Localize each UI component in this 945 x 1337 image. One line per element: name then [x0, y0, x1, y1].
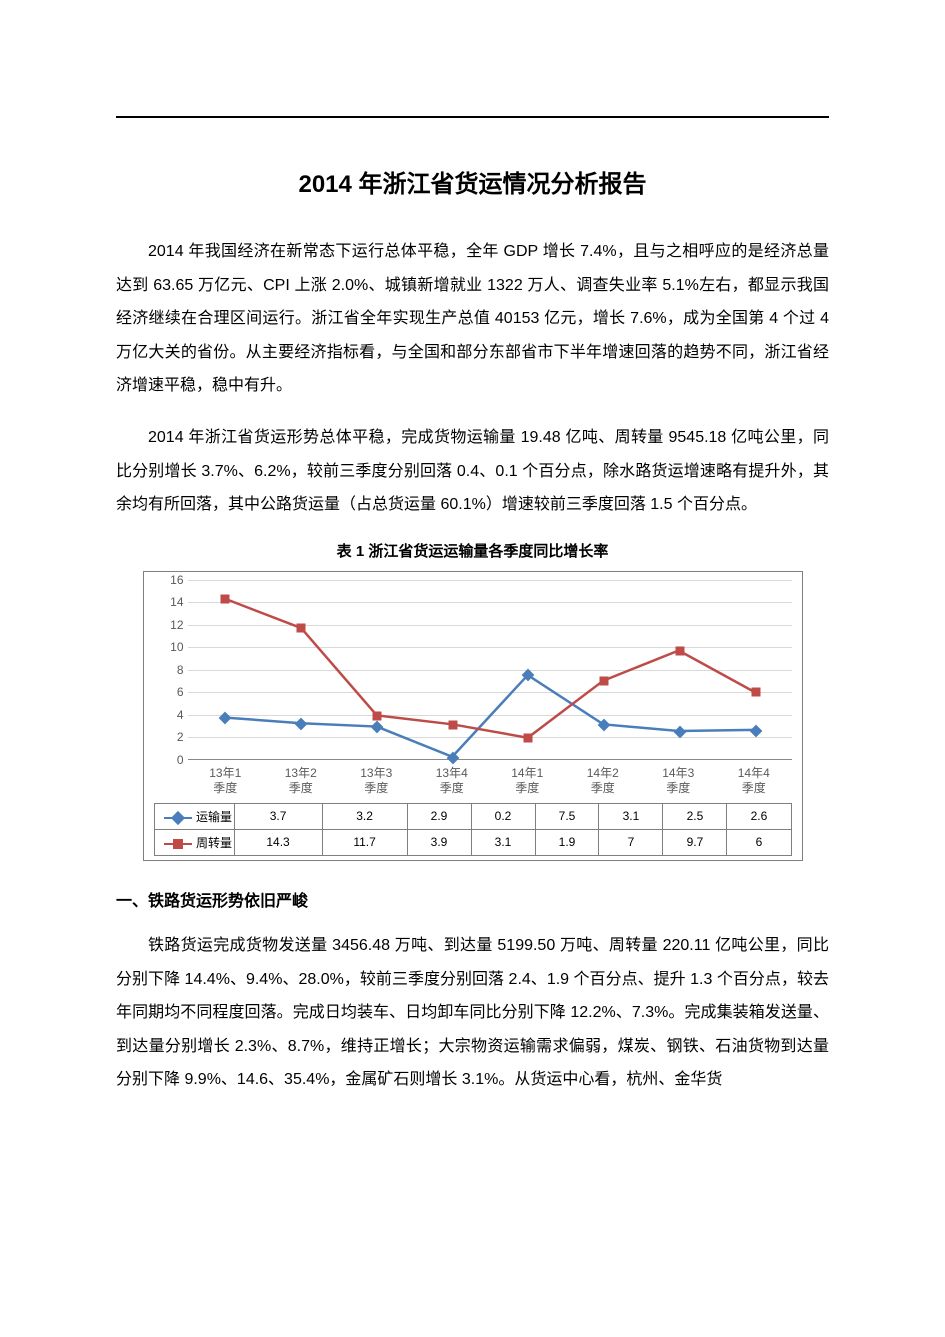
data-marker — [600, 677, 609, 686]
legend-value-cell: 7 — [599, 829, 663, 855]
legend-value-cell: 9.7 — [663, 829, 727, 855]
legend-value-cell: 3.7 — [234, 803, 322, 829]
y-tick-label: 16 — [170, 573, 183, 587]
legend-row: 周转量14.311.73.93.11.979.76 — [154, 829, 791, 855]
chart-lines-svg — [188, 580, 792, 759]
legend-value-cell: 2.6 — [727, 803, 791, 829]
chart-caption: 表 1 浙江省货运运输量各季度同比增长率 — [116, 540, 829, 561]
legend-value-cell: 3.2 — [322, 803, 407, 829]
x-tick-label: 14年4季度 — [716, 766, 792, 797]
legend-value-cell: 2.9 — [407, 803, 471, 829]
legend-value-cell: 3.9 — [407, 829, 471, 855]
legend-value-cell: 14.3 — [234, 829, 322, 855]
x-tick-label: 14年2季度 — [565, 766, 641, 797]
data-marker — [751, 688, 760, 697]
x-tick-label: 13年2季度 — [263, 766, 339, 797]
y-tick-label: 2 — [177, 730, 184, 744]
x-tick-label: 13年4季度 — [414, 766, 490, 797]
data-marker — [297, 624, 306, 633]
plot-area: 0246810121416 — [154, 580, 792, 760]
x-tick-label: 13年3季度 — [339, 766, 415, 797]
x-tick-label: 14年3季度 — [641, 766, 717, 797]
y-tick-label: 14 — [170, 595, 183, 609]
chart-legend-table: 运输量3.73.22.90.27.53.12.52.6周转量14.311.73.… — [154, 803, 792, 856]
legend-row: 运输量3.73.22.90.27.53.12.52.6 — [154, 803, 791, 829]
x-tick-label: 13年1季度 — [188, 766, 264, 797]
y-tick-label: 0 — [177, 753, 184, 767]
y-tick-label: 6 — [177, 685, 184, 699]
legend-value-cell: 6 — [727, 829, 791, 855]
data-marker — [524, 734, 533, 743]
legend-series-label: 周转量 — [154, 829, 234, 855]
y-tick-label: 12 — [170, 618, 183, 632]
paragraph-1: 2014 年我国经济在新常态下运行总体平稳，全年 GDP 增长 7.4%，且与之… — [116, 235, 829, 403]
data-marker — [221, 594, 230, 603]
legend-value-cell: 0.2 — [471, 803, 535, 829]
y-tick-label: 10 — [170, 640, 183, 654]
top-rule — [116, 116, 829, 118]
legend-value-cell: 2.5 — [663, 803, 727, 829]
legend-value-cell: 3.1 — [599, 803, 663, 829]
legend-value-cell: 11.7 — [322, 829, 407, 855]
legend-value-cell: 3.1 — [471, 829, 535, 855]
data-marker — [675, 646, 684, 655]
y-tick-label: 8 — [177, 663, 184, 677]
plot-grid — [188, 580, 792, 760]
paragraph-3: 铁路货运完成货物发送量 3456.48 万吨、到达量 5199.50 万吨、周转… — [116, 929, 829, 1097]
paragraph-2: 2014 年浙江省货运形势总体平稳，完成货物运输量 19.48 亿吨、周转量 9… — [116, 421, 829, 522]
y-axis: 0246810121416 — [154, 580, 188, 760]
data-marker — [372, 711, 381, 720]
data-marker — [448, 720, 457, 729]
legend-value-cell: 7.5 — [535, 803, 599, 829]
section-heading-1: 一、铁路货运形势依旧严峻 — [116, 887, 829, 911]
series-line — [225, 675, 754, 757]
page-title: 2014 年浙江省货运情况分析报告 — [116, 164, 829, 199]
x-axis-labels: 13年1季度13年2季度13年3季度13年4季度14年1季度14年2季度14年3… — [188, 766, 792, 797]
y-tick-label: 4 — [177, 708, 184, 722]
chart-container: 0246810121416 13年1季度13年2季度13年3季度13年4季度14… — [143, 571, 803, 861]
legend-series-label: 运输量 — [154, 803, 234, 829]
x-tick-label: 14年1季度 — [490, 766, 566, 797]
legend-value-cell: 1.9 — [535, 829, 599, 855]
chart-frame: 0246810121416 13年1季度13年2季度13年3季度13年4季度14… — [143, 571, 803, 861]
